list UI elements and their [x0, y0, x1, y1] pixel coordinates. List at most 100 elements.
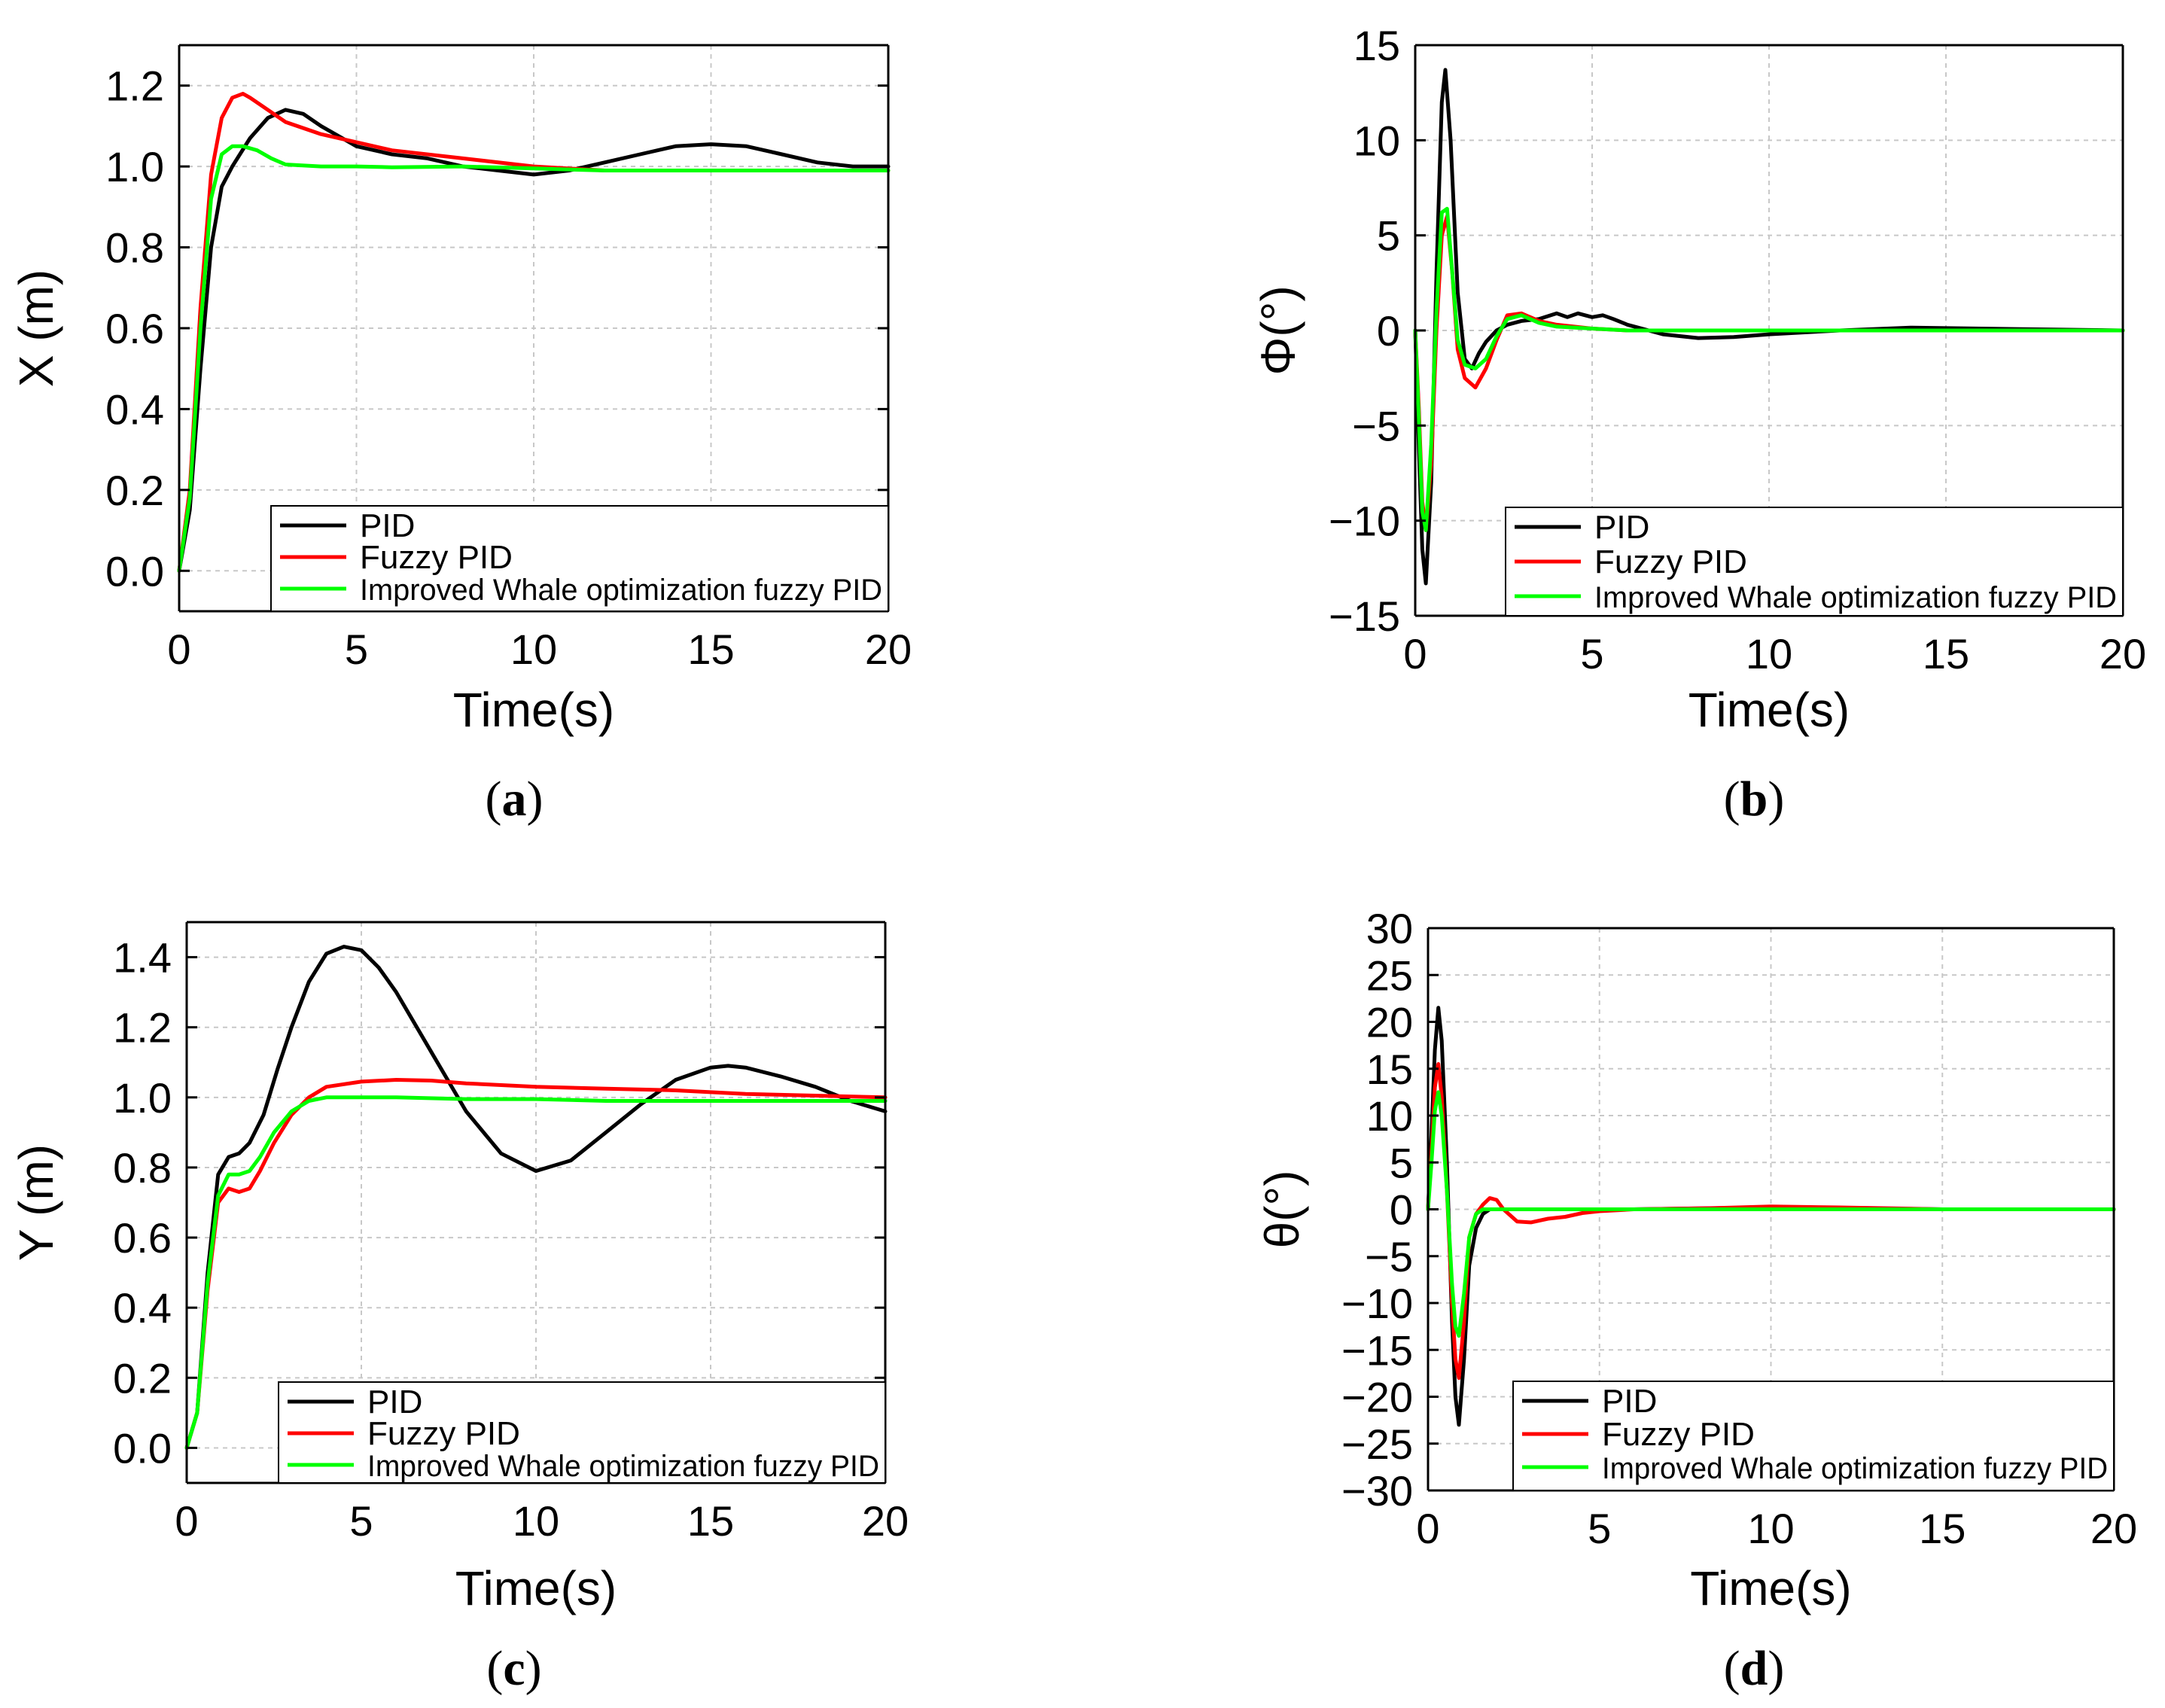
series-lines — [1413, 68, 2125, 586]
legend-label: Improved Whale optimization fuzzy PID — [1602, 1452, 2108, 1485]
y-tick-label: 15 — [1354, 22, 1400, 69]
caption-open: ( — [486, 1641, 503, 1696]
legend-label: PID — [1594, 509, 1649, 546]
series-lines — [177, 92, 891, 573]
x-tick-label: 10 — [1746, 630, 1792, 677]
legend-label: Improved Whale optimization fuzzy PID — [360, 574, 882, 607]
legend-label: PID — [1602, 1383, 1657, 1420]
legend-box — [278, 1381, 886, 1484]
x-tick-label: 5 — [1588, 1505, 1611, 1552]
y-tick-label: −15 — [1329, 592, 1400, 640]
x-tick-label: 0 — [1416, 1505, 1439, 1552]
y-tick-label: −15 — [1341, 1326, 1413, 1374]
y-tick-label: −5 — [1365, 1233, 1413, 1280]
y-tick-label: 0.2 — [113, 1354, 172, 1402]
x-axis-title: Time(s) — [1688, 683, 1850, 737]
caption-open: ( — [486, 772, 502, 827]
y-tick-label: 0.8 — [105, 224, 164, 272]
caption-close: ) — [525, 1641, 542, 1696]
legend-label: Improved Whale optimization fuzzy PID — [1594, 581, 2117, 614]
x-tick-label: 15 — [1923, 630, 1969, 677]
y-tick-label: −30 — [1341, 1467, 1413, 1515]
y-tick-label: 0.8 — [113, 1144, 172, 1192]
y-tick-label: 1.2 — [113, 1004, 172, 1052]
x-tick-label: 10 — [1747, 1505, 1794, 1552]
x-tick-label: 5 — [349, 1497, 373, 1545]
series-line-iwoa-fuzzy-pid — [1426, 1090, 2116, 1338]
x-tick-label: 0 — [175, 1497, 198, 1545]
y-tick-label: 0.4 — [105, 385, 164, 433]
series-line-iwoa-fuzzy-pid — [184, 1095, 888, 1450]
x-axis-title: Time(s) — [1690, 1561, 1851, 1615]
y-tick-label: 0.6 — [113, 1214, 172, 1262]
panel-caption: (a) — [486, 772, 544, 827]
series-line-pid — [177, 108, 891, 573]
x-axis-title: Time(s) — [455, 1561, 617, 1615]
y-tick-label: 0.2 — [105, 467, 164, 514]
series-line-iwoa-fuzzy-pid — [177, 144, 891, 573]
y-tick-label: 1.2 — [105, 62, 164, 110]
x-tick-label: 20 — [862, 1497, 909, 1545]
y-tick-label: 5 — [1377, 212, 1400, 260]
x-tick-label: 20 — [865, 626, 912, 673]
y-tick-label: 0.0 — [113, 1424, 172, 1472]
caption-open: ( — [1724, 1641, 1740, 1696]
panel-caption: (b) — [1724, 772, 1785, 827]
x-tick-label: 5 — [1580, 630, 1603, 677]
series-line-pid — [184, 945, 888, 1450]
caption-letter: c — [503, 1641, 525, 1696]
y-tick-label: 0 — [1390, 1186, 1413, 1234]
x-tick-label: 15 — [687, 626, 734, 673]
caption-open: ( — [1724, 772, 1740, 827]
y-axis-title: X (m) — [9, 269, 63, 387]
panel-caption: (d) — [1724, 1641, 1785, 1696]
y-tick-label: 10 — [1354, 117, 1400, 164]
y-axis-title: θ(°) — [1255, 1171, 1309, 1249]
legend-label: PID — [367, 1384, 422, 1420]
panel-caption: (c) — [486, 1641, 541, 1696]
panel-b: 0 5 10 15 20 −15 −10 −5 0 5 10 15 Time(s) Φ(°) PIDFuzz… — [1251, 22, 2146, 827]
caption-close: ) — [527, 772, 544, 827]
legend-label: Improved Whale optimization fuzzy PID — [367, 1450, 879, 1483]
y-tick-label: 30 — [1366, 905, 1413, 952]
y-tick-label: 0 — [1377, 307, 1400, 355]
caption-letter: a — [502, 772, 527, 827]
caption-letter: d — [1740, 1641, 1768, 1696]
y-tick-label: 0.0 — [105, 547, 164, 595]
series-lines — [184, 945, 888, 1450]
caption-close: ) — [1768, 1641, 1784, 1696]
y-tick-label: −20 — [1341, 1374, 1413, 1421]
x-axis-title: Time(s) — [453, 683, 614, 737]
legend-label: Fuzzy PID — [1594, 543, 1747, 580]
caption-letter: b — [1740, 772, 1768, 827]
legend-label: Fuzzy PID — [367, 1415, 520, 1452]
y-tick-label: −25 — [1341, 1420, 1413, 1468]
x-tick-label: 0 — [1403, 630, 1427, 677]
panel-a: 0 5 10 15 20 0.0 0.2 0.4 0.6 0.8 1.0 1.2 Time(s) X (m… — [9, 44, 912, 827]
series-lines — [1426, 1006, 2116, 1427]
legend-box — [270, 505, 889, 612]
legend-label: PID — [360, 507, 415, 544]
x-tick-label: 0 — [167, 626, 190, 673]
series-line-fuzzy-pid — [184, 1078, 888, 1450]
y-tick-label: 1.0 — [105, 143, 164, 190]
x-tick-label: 15 — [687, 1497, 734, 1545]
legend-box — [1505, 507, 2124, 617]
legend-label: Fuzzy PID — [1602, 1416, 1755, 1453]
y-tick-label: 20 — [1366, 999, 1413, 1046]
legend-label: Fuzzy PID — [360, 539, 513, 576]
y-tick-label: 5 — [1390, 1139, 1413, 1186]
y-tick-label: 10 — [1366, 1092, 1413, 1140]
x-tick-label: 5 — [345, 626, 368, 673]
y-tick-label: 25 — [1366, 951, 1413, 999]
y-tick-label: −10 — [1329, 498, 1400, 545]
x-tick-label: 20 — [2100, 630, 2146, 677]
y-axis-title: Φ(°) — [1251, 285, 1305, 375]
x-tick-label: 10 — [513, 1497, 559, 1545]
series-line-iwoa-fuzzy-pid — [1413, 206, 2125, 532]
y-tick-label: 1.0 — [113, 1074, 172, 1122]
